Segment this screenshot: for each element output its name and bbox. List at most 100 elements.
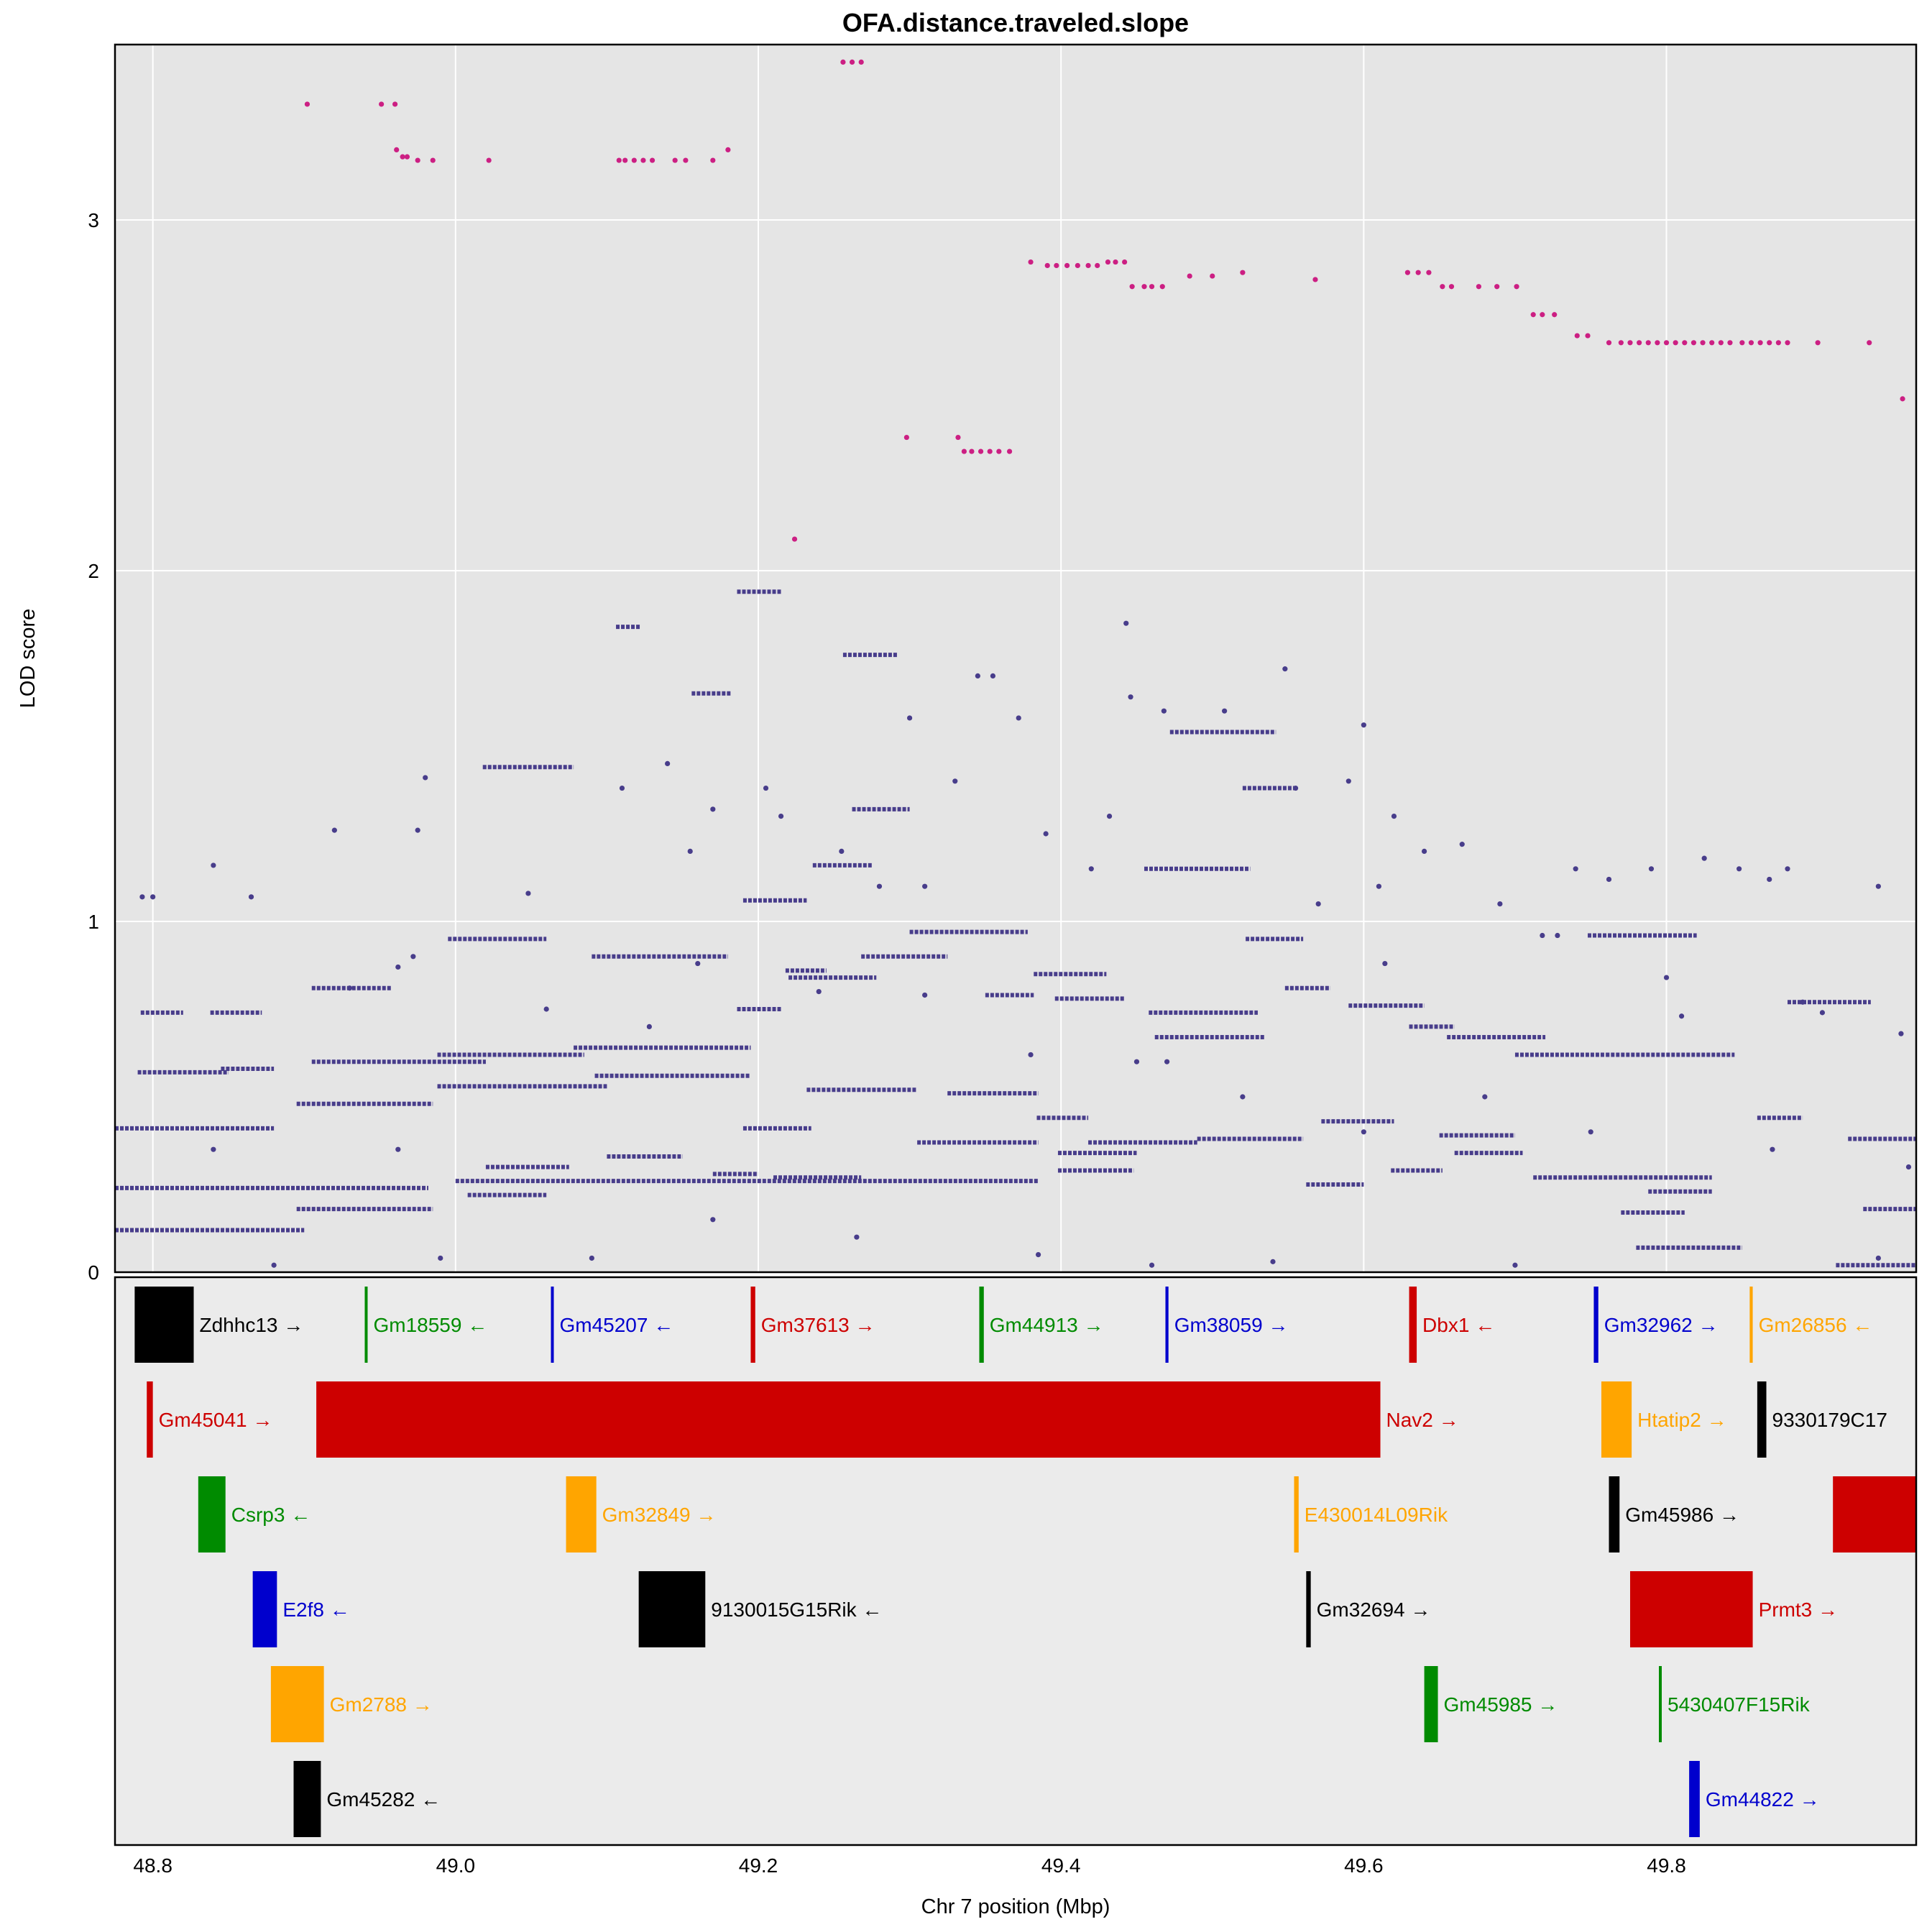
- snp-point: [646, 1024, 652, 1029]
- snp-point: [619, 785, 625, 791]
- y-tick-label: 1: [88, 911, 99, 933]
- snp-point: [1627, 340, 1633, 346]
- snp-point: [1573, 866, 1578, 872]
- gene-label: Gm32849 →: [602, 1504, 717, 1526]
- snp-point: [1606, 876, 1612, 883]
- snp-point: [139, 894, 145, 900]
- lod-panel-border: [114, 43, 1918, 1274]
- snp-point: [415, 827, 420, 833]
- snp-point: [1690, 340, 1697, 346]
- x-axis-label: Chr 7 position (Mbp): [921, 1895, 1110, 1918]
- snp-point: [649, 157, 656, 163]
- snp-point: [1727, 340, 1733, 346]
- snp-point: [906, 715, 913, 721]
- snp-point: [430, 157, 436, 163]
- x-tick-label: 49.6: [1344, 1854, 1384, 1877]
- snp-point: [975, 673, 980, 679]
- gene-label: E430014L09Rik: [1305, 1504, 1448, 1526]
- snp-point: [1391, 814, 1397, 819]
- gene-panel-background: [115, 1277, 1916, 1845]
- gene-body: [1833, 1476, 1916, 1552]
- snp-point: [987, 448, 993, 454]
- snp-point: [1415, 270, 1421, 275]
- gene-label: Gm32962 →: [1604, 1314, 1719, 1336]
- snp-point: [1637, 340, 1642, 346]
- snp-point: [1645, 340, 1651, 346]
- gene-label: Gm32694 →: [1317, 1598, 1431, 1621]
- snp-point: [1088, 866, 1094, 872]
- gene-label: 5430407F15Rik: [1668, 1693, 1811, 1716]
- snp-point: [1736, 866, 1742, 872]
- snp-point: [1006, 448, 1013, 454]
- snp-point: [1054, 262, 1059, 269]
- snp-point: [1655, 340, 1660, 346]
- snp-point: [969, 448, 975, 454]
- snp-point: [1540, 312, 1545, 318]
- snp-point: [415, 157, 420, 163]
- snp-point: [395, 964, 401, 970]
- snp-point: [710, 1217, 716, 1223]
- snp-point: [1129, 284, 1135, 290]
- snp-point: [1785, 340, 1790, 346]
- snp-point: [395, 1146, 401, 1152]
- snp-point: [1785, 866, 1790, 872]
- snp-point: [1514, 284, 1519, 290]
- gene-body: [566, 1476, 597, 1552]
- snp-point: [1028, 259, 1034, 265]
- snp-point: [1540, 932, 1545, 939]
- snp-point: [1898, 1031, 1904, 1036]
- snp-point: [1552, 312, 1558, 318]
- gene-body: [979, 1287, 984, 1363]
- snp-point: [1555, 932, 1560, 939]
- snp-point: [1875, 883, 1881, 889]
- chart-title: OFA.distance.traveled.slope: [842, 8, 1189, 37]
- y-tick-label: 3: [88, 209, 99, 231]
- gene-panel-border: [114, 1276, 1918, 1846]
- snp-point: [665, 760, 671, 766]
- x-tick-label: 49.8: [1647, 1854, 1686, 1877]
- gene-body: [1294, 1476, 1299, 1552]
- gene-label: Gm44822 →: [1706, 1788, 1820, 1811]
- snp-point: [211, 1146, 216, 1152]
- gene-label: Zdhhc13 →: [200, 1314, 304, 1336]
- snp-point: [1164, 1059, 1170, 1064]
- snp-point: [486, 157, 492, 163]
- snp-point: [1682, 340, 1688, 346]
- snp-point: [1187, 273, 1192, 279]
- snp-point: [1748, 340, 1754, 346]
- snp-point: [248, 894, 254, 900]
- snp-point: [1482, 1094, 1488, 1100]
- snp-point: [543, 1006, 549, 1012]
- gene-body: [1601, 1381, 1632, 1458]
- x-tick-label: 49.2: [739, 1854, 778, 1877]
- snp-point: [710, 806, 716, 812]
- gene-body: [147, 1381, 153, 1458]
- snp-point: [1775, 340, 1781, 346]
- snp-point: [1222, 708, 1228, 714]
- x-tick-label: 49.0: [436, 1854, 476, 1877]
- gene-body: [134, 1287, 194, 1363]
- snp-point: [1421, 848, 1427, 854]
- gene-label: Gm45041 →: [159, 1409, 273, 1431]
- snp-points: [139, 59, 1912, 1268]
- snp-point: [1875, 1255, 1881, 1261]
- gene-body: [1593, 1287, 1598, 1363]
- x-tick-label: 49.4: [1041, 1854, 1081, 1877]
- snp-point: [1106, 814, 1113, 819]
- snp-point: [710, 157, 716, 163]
- snp-point: [1448, 284, 1455, 290]
- snp-point: [876, 883, 883, 889]
- snp-point: [996, 448, 1002, 454]
- snp-point: [1346, 778, 1351, 784]
- snp-point: [1900, 396, 1905, 402]
- snp-point: [1673, 340, 1678, 346]
- gene-label: 9330179C17: [1772, 1409, 1887, 1431]
- snp-point: [1800, 999, 1806, 1005]
- snp-point: [1663, 340, 1670, 346]
- snp-point: [1497, 901, 1503, 907]
- snp-point: [952, 778, 958, 784]
- y-axis-label: LOD score: [17, 609, 40, 709]
- gene-body: [1689, 1761, 1700, 1837]
- snp-point: [1095, 262, 1100, 269]
